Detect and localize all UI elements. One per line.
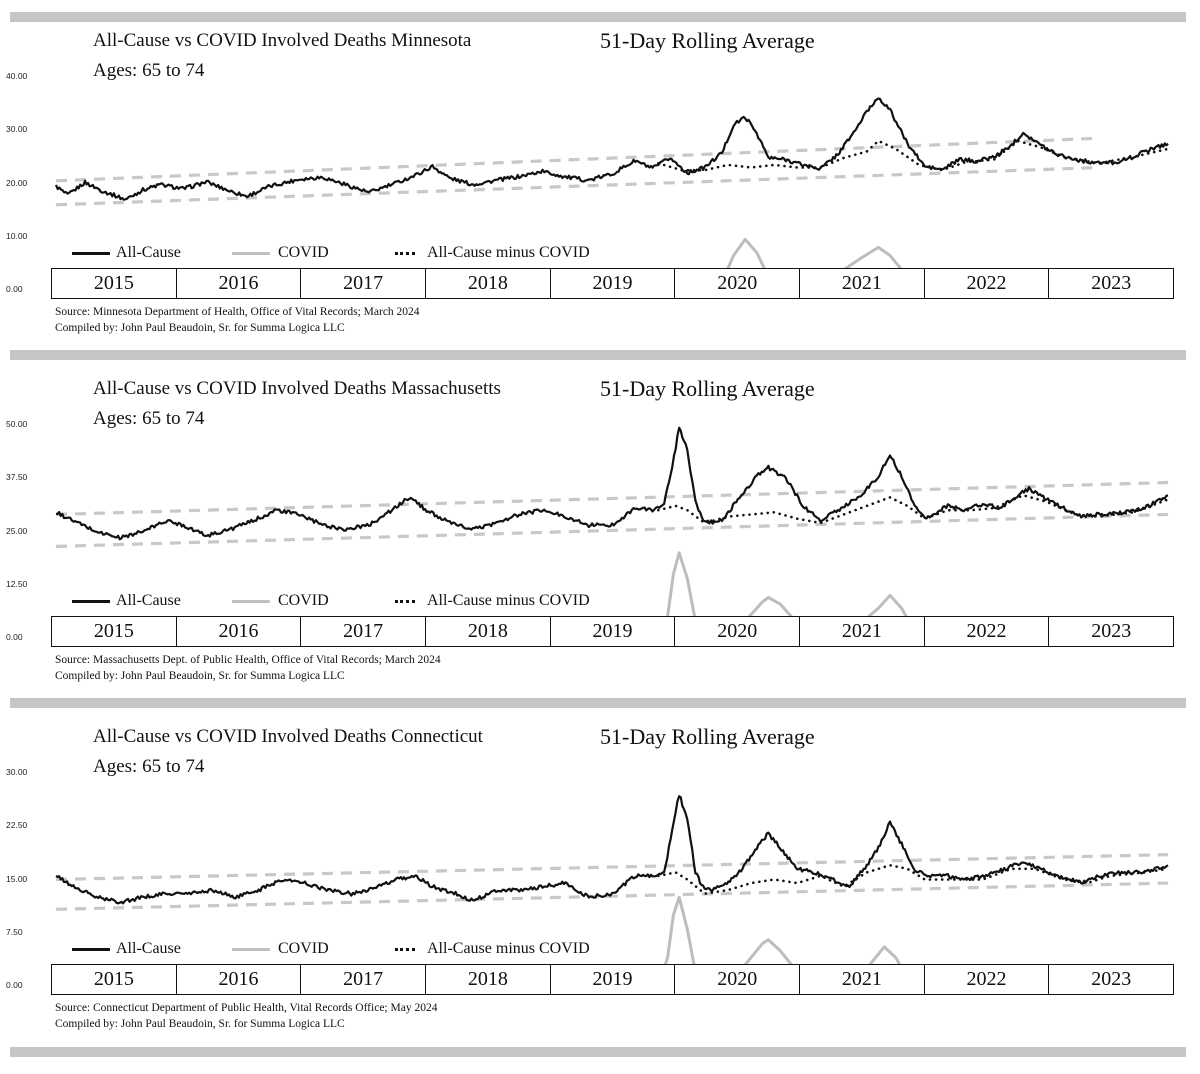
year-axis: 2015 2016 2017 2018 2019 2020 2021 2022 2023 [51,964,1174,995]
year-label: 2015 [52,965,177,994]
trend-line-upper [55,136,1099,183]
chart-title: All-Cause vs COVID Involved Deaths Minne… [93,30,472,51]
chart-subtitle: Ages: 65 to 74 [93,408,205,429]
series-all-cause [54,97,1169,201]
y-tick-label: 30.00 [6,767,28,777]
year-label: 2019 [551,269,676,298]
year-label: 2016 [177,617,302,646]
legend-swatch [232,948,270,951]
year-label: 2021 [800,965,925,994]
y-tick-label: 0.00 [6,632,23,642]
year-label: 2019 [551,965,676,994]
year-label: 2020 [675,965,801,994]
legend-label: All-Cause [116,592,181,609]
legend-label: All-Cause minus COVID [427,940,590,957]
year-label: 2016 [177,965,302,994]
year-label: 2015 [52,617,177,646]
rolling-average-label: 51-Day Rolling Average [600,724,815,749]
rolling-average-label: 51-Day Rolling Average [600,376,815,401]
source-note: Source: Massachusetts Dept. of Public He… [55,654,441,666]
chart-title: All-Cause vs COVID Involved Deaths Conne… [93,726,483,747]
legend-label: All-Cause minus COVID [427,244,590,261]
trend-line-lower [55,165,1099,207]
y-tick-label: 0.00 [6,284,23,294]
chart-subtitle: Ages: 65 to 74 [93,60,205,81]
legend-label: All-Cause minus COVID [427,592,590,609]
year-axis: 2015 2016 2017 2018 2019 2020 2021 2022 2023 [51,616,1174,647]
rolling-average-label: 51-Day Rolling Average [600,28,815,53]
chart-panel: All-Cause vs COVID Involved Deaths Massa… [0,370,1200,707]
source-note: Source: Minnesota Department of Health, … [55,306,420,318]
legend-label: All-Cause [116,244,181,261]
trend-line-lower [55,881,1169,911]
legend-swatch [395,252,415,255]
legend-swatch [232,252,270,255]
year-label: 2017 [301,269,427,298]
legend-label: All-Cause [116,940,181,957]
year-label: 2020 [675,617,801,646]
y-tick-label: 0.00 [6,980,23,990]
year-label: 2023 [1091,968,1132,990]
legend-label: COVID [278,940,329,957]
y-tick-label: 22.50 [6,820,28,831]
chart-subtitle: Ages: 65 to 74 [93,756,205,777]
legend-swatch [232,600,270,603]
y-tick-label: 15.00 [6,873,28,884]
year-label: 2023 [1091,272,1132,294]
legend-swatch [72,600,110,603]
year-label: 2017 [301,617,427,646]
compiled-by-note: Compiled by: John Paul Beaudoin, Sr. for… [55,670,345,682]
y-tick-label: 12.50 [6,578,28,589]
legend-swatch [72,252,110,255]
y-tick-label: 10.00 [6,230,28,241]
chart-title: All-Cause vs COVID Involved Deaths Massa… [93,378,501,399]
year-label: 2022 [925,617,1050,646]
series-all-cause-minus-covid [657,493,1170,525]
series-all-cause-minus-covid [657,863,1170,896]
year-label: 2020 [675,269,801,298]
source-note: Source: Connecticut Department of Public… [55,1002,438,1014]
y-tick-label: 20.00 [6,177,28,188]
y-tick-label: 37.50 [6,472,28,483]
y-tick-label: 50.00 [6,419,28,429]
trend-line-upper [55,853,1169,882]
compiled-by-note: Compiled by: John Paul Beaudoin, Sr. for… [55,1018,345,1030]
y-tick-label: 40.00 [6,71,28,81]
year-label: 2021 [800,269,925,298]
panel-separator-2 [10,698,1186,708]
panel-separator-bottom [10,1047,1186,1057]
panel-separator-1 [10,350,1186,360]
y-tick-label: 7.50 [6,926,23,937]
year-label: 2016 [177,269,302,298]
trend-line-upper [55,480,1169,517]
series-all-cause-minus-covid [657,139,1170,172]
legend-swatch [72,948,110,951]
legend-swatch [395,948,415,951]
chart-panel: All-Cause vs COVID Involved Deaths Minne… [0,22,1200,359]
panel-separator-top [10,12,1186,22]
year-label: 2018 [426,617,551,646]
legend-swatch [395,600,415,603]
y-tick-label: 30.00 [6,124,28,135]
year-axis: 2015 2016 2017 2018 2019 2020 2021 2022 2023 [51,268,1174,299]
compiled-by-note: Compiled by: John Paul Beaudoin, Sr. for… [55,322,345,334]
year-label: 2021 [800,617,925,646]
series-all-cause [55,426,1169,541]
year-label: 2019 [551,617,676,646]
year-label: 2022 [925,269,1050,298]
year-label: 2018 [426,269,551,298]
year-label: 2017 [301,965,427,994]
trend-line-lower [55,512,1169,549]
year-label: 2015 [52,269,177,298]
year-label: 2022 [925,965,1050,994]
series-all-cause [55,795,1169,905]
year-label: 2018 [426,965,551,994]
legend-label: COVID [278,592,329,609]
legend-label: COVID [278,244,329,261]
y-tick-label: 25.00 [6,525,28,536]
year-label: 2023 [1091,620,1132,642]
chart-panel: All-Cause vs COVID Involved Deaths Conne… [0,718,1200,1055]
